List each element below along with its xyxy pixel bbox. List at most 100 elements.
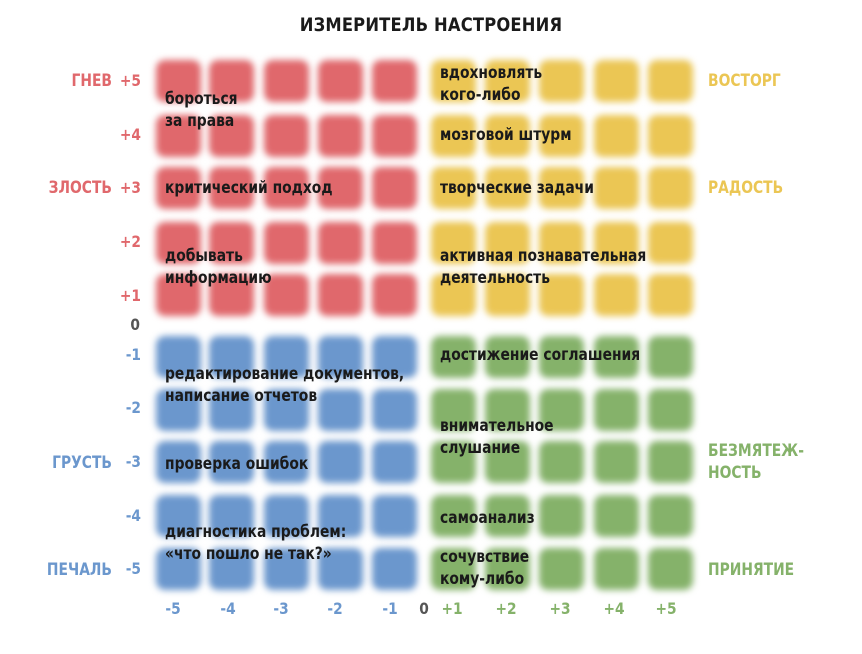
- grid-cell-green: [594, 495, 639, 537]
- grid-cell-green: [648, 389, 693, 431]
- grid-cell-red: [264, 115, 309, 157]
- grid-cell-red: [156, 274, 201, 316]
- y-tick-label: -5: [125, 559, 141, 578]
- activity-problem-diagnosis: диагностика проблем: «что пошло не так?»: [165, 522, 347, 563]
- y-tick-label: +2: [119, 232, 141, 251]
- grid-cell-green: [431, 548, 476, 590]
- grid-cell-green: [594, 389, 639, 431]
- y-tick-label: -2: [125, 398, 141, 417]
- grid-cell-yellow: [485, 60, 530, 102]
- grid-cell-green: [594, 336, 639, 378]
- grid-cell-yellow: [431, 167, 476, 209]
- x-tick-label: -1: [382, 599, 398, 618]
- grid-cell-red: [209, 115, 254, 157]
- grid-cell-yellow: [648, 60, 693, 102]
- grid-cell-red: [209, 274, 254, 316]
- grid-cell-yellow: [485, 222, 530, 264]
- grid-cell-green: [431, 389, 476, 431]
- grid-cell-green: [431, 336, 476, 378]
- x-tick-label: -4: [220, 599, 236, 618]
- x-tick-label: +4: [603, 599, 625, 618]
- activity-brainstorm: мозговой штурм: [440, 125, 572, 144]
- grid-cell-blue: [264, 495, 309, 537]
- grid-cell-yellow: [648, 115, 693, 157]
- grid-cell-blue: [318, 441, 363, 483]
- emotion-label-sadness: ГРУСТЬ: [52, 453, 112, 472]
- grid-cell-green: [539, 441, 584, 483]
- grid-cell-blue: [264, 336, 309, 378]
- grid-cell-blue: [156, 336, 201, 378]
- grid-cell-green: [431, 441, 476, 483]
- grid-cell-red: [318, 115, 363, 157]
- x-tick-label: +1: [441, 599, 463, 618]
- grid-cell-red: [264, 167, 309, 209]
- grid-cell-green: [539, 548, 584, 590]
- y-tick-label: +3: [119, 178, 141, 197]
- activity-error-checking: проверка ошибок: [165, 454, 309, 473]
- grid-cell-blue: [318, 336, 363, 378]
- grid-cell-yellow: [594, 274, 639, 316]
- activity-fight-for-rights: бороться за права: [165, 89, 238, 130]
- activity-critical-approach: критический подход: [165, 178, 333, 197]
- grid-cell-green: [648, 441, 693, 483]
- grid-cell-red: [156, 167, 201, 209]
- grid-cell-red: [372, 167, 417, 209]
- grid-cell-blue: [264, 441, 309, 483]
- x-tick-label: -2: [327, 599, 343, 618]
- grid-cell-blue: [372, 389, 417, 431]
- y-tick-label: +1: [119, 286, 141, 305]
- activity-self-analysis: самоанализ: [440, 508, 535, 527]
- grid-cell-red: [209, 167, 254, 209]
- grid-cell-green: [485, 441, 530, 483]
- grid-cell-yellow: [431, 115, 476, 157]
- grid-cell-yellow: [594, 167, 639, 209]
- emotion-label-anger: ГНЕВ: [71, 71, 112, 90]
- emotion-label-acceptance: ПРИНЯТИЕ: [708, 560, 795, 579]
- grid-cell-blue: [209, 336, 254, 378]
- grid-cell-blue: [264, 548, 309, 590]
- grid-cell-yellow: [594, 60, 639, 102]
- grid-cell-yellow: [594, 222, 639, 264]
- grid-cell-red: [264, 222, 309, 264]
- y-tick-label: +4: [119, 125, 141, 144]
- grid-cell-yellow: [431, 222, 476, 264]
- grid-cell-red: [318, 222, 363, 264]
- activity-compassion: сочувствие кому-либо: [440, 547, 530, 588]
- activity-creative-tasks: творческие задачи: [440, 178, 594, 197]
- grid-cell-blue: [209, 441, 254, 483]
- grid-cell-green: [539, 336, 584, 378]
- emotion-label-delight: ВОСТОРГ: [708, 71, 781, 90]
- grid-cell-blue: [318, 548, 363, 590]
- grid-cell-blue: [372, 441, 417, 483]
- x-tick-label: +5: [655, 599, 677, 618]
- grid-cell-red: [264, 60, 309, 102]
- grid-cell-yellow: [648, 222, 693, 264]
- y-tick-label: +5: [119, 71, 141, 90]
- grid-cell-red: [156, 60, 201, 102]
- grid-cell-blue: [156, 441, 201, 483]
- grid-cell-blue: [156, 389, 201, 431]
- grid-cell-yellow: [431, 274, 476, 316]
- y-tick-label: -3: [125, 452, 141, 471]
- grid-cell-red: [318, 167, 363, 209]
- grid-cell-red: [372, 60, 417, 102]
- grid-cell-blue: [372, 548, 417, 590]
- grid-cell-green: [485, 495, 530, 537]
- emotion-label-spite: ЗЛОСТЬ: [48, 178, 112, 197]
- diagram-title: ИЗМЕРИТЕЛЬ НАСТРОЕНИЯ: [299, 14, 563, 36]
- grid-cell-blue: [209, 389, 254, 431]
- grid-cell-red: [372, 274, 417, 316]
- activity-attentive-listening: внимательное слушание: [440, 416, 554, 457]
- grid-cell-red: [318, 274, 363, 316]
- grid-cell-blue: [318, 495, 363, 537]
- grid-cell-blue: [318, 389, 363, 431]
- grid-cell-blue: [372, 336, 417, 378]
- grid-cell-blue: [209, 495, 254, 537]
- grid-cell-blue: [156, 548, 201, 590]
- grid-cell-green: [485, 389, 530, 431]
- emotion-label-joy: РАДОСТЬ: [708, 178, 784, 197]
- x-tick-label: +3: [549, 599, 571, 618]
- grid-cell-green: [648, 548, 693, 590]
- grid-cell-red: [318, 60, 363, 102]
